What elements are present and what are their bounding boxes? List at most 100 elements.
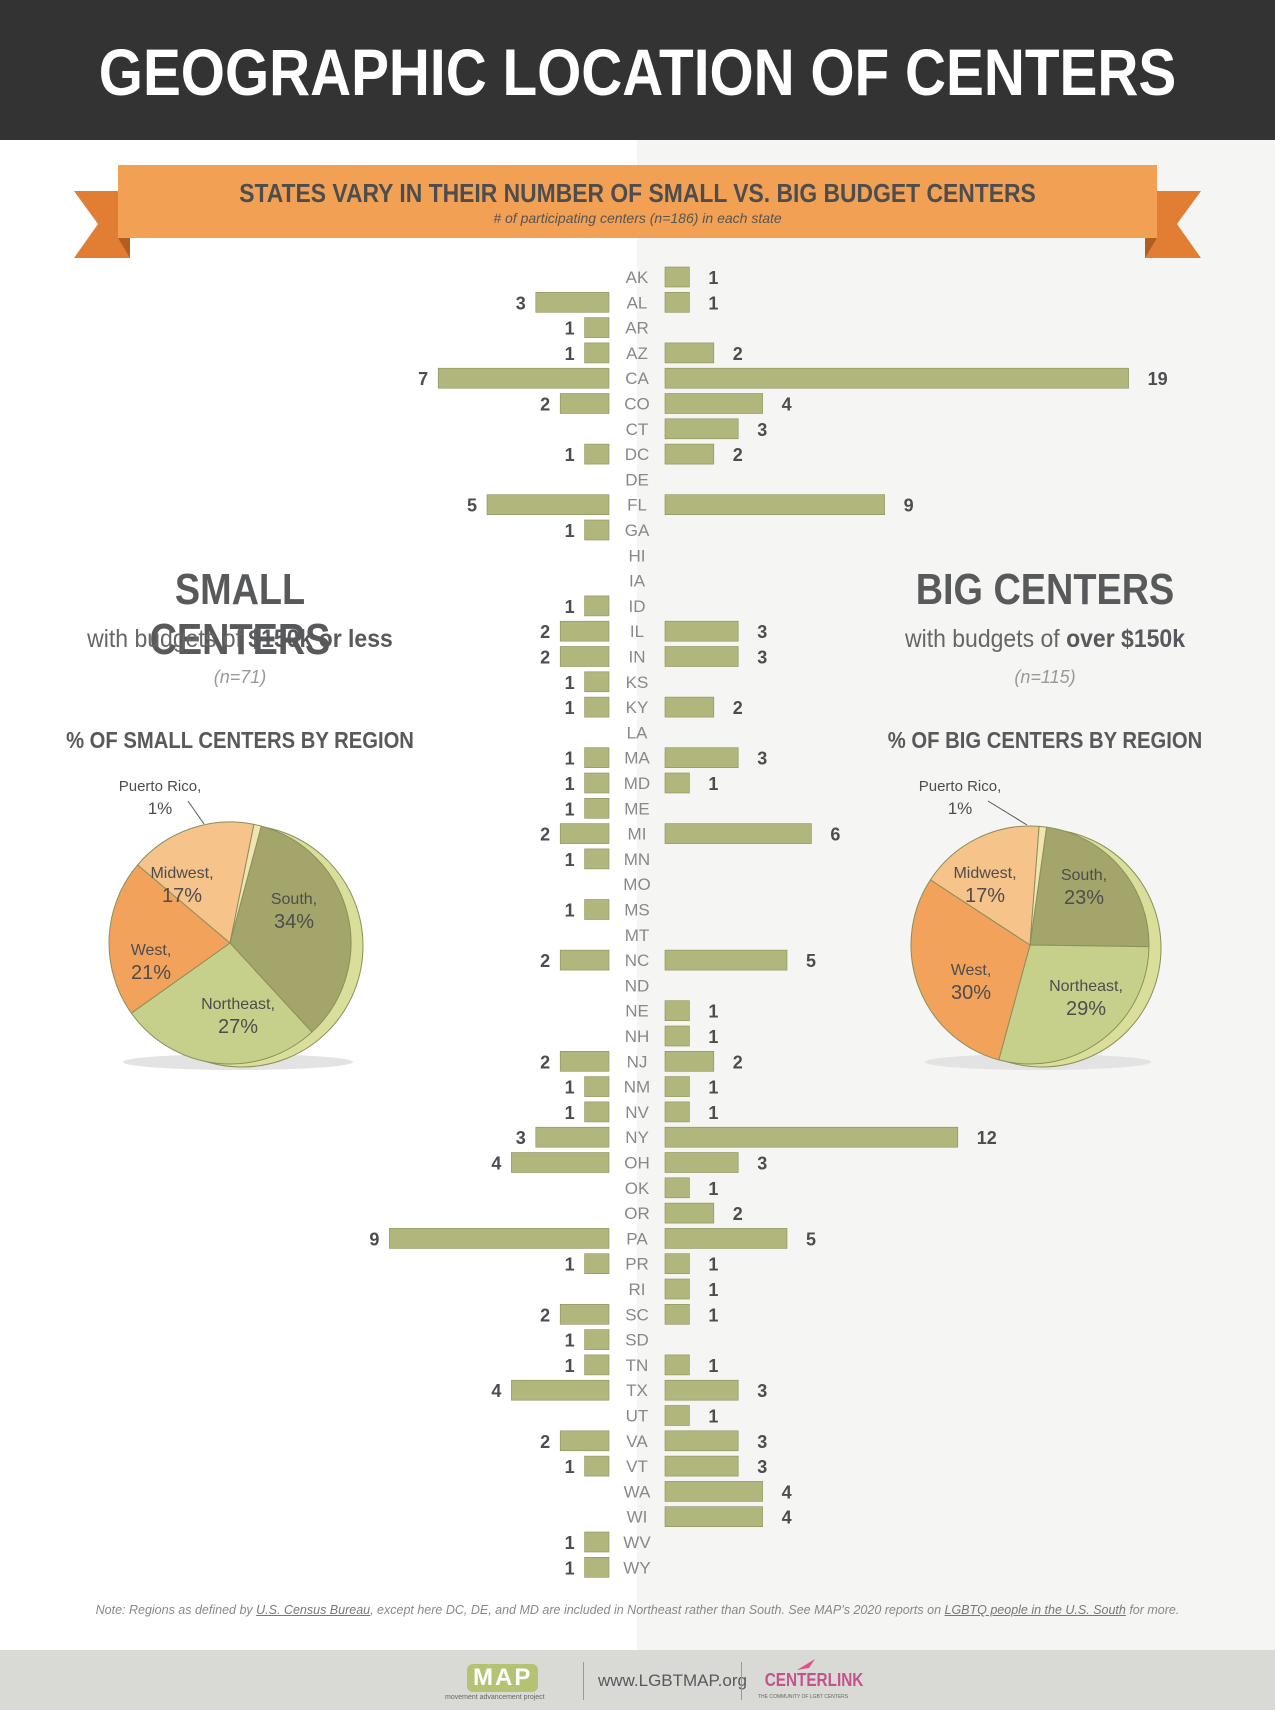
big-bar (664, 696, 715, 718)
pie-slice (929, 825, 1040, 946)
state-label: IL (630, 622, 644, 641)
big-bar (664, 1152, 739, 1173)
state-label: TN (626, 1356, 649, 1375)
small-bar (559, 823, 610, 844)
footer (0, 1650, 1275, 1710)
state-label: MI (628, 825, 647, 844)
state-label: MT (625, 926, 650, 945)
small-bar (584, 317, 610, 338)
small-bar (584, 696, 610, 718)
centerlink-flag-icon (797, 1659, 815, 1670)
south-report-link[interactable]: LGBTQ people in the U.S. South (944, 1603, 1126, 1617)
big-bar (664, 1304, 690, 1325)
state-label: KS (626, 673, 649, 692)
small-bar-value: 1 (565, 597, 575, 617)
banner-subtitle: # of participating centers (n=186) in ea… (493, 210, 782, 226)
small-subtitle-bold: $150k or less (248, 625, 393, 653)
small-bar (559, 620, 610, 642)
big-bar-value: 3 (757, 1381, 767, 1401)
state-label: CO (624, 395, 650, 414)
big-bar-value: 4 (782, 395, 792, 415)
big-bar-value: 2 (733, 1052, 743, 1072)
big-bar (664, 443, 715, 465)
state-label: NJ (627, 1052, 648, 1071)
state-label: SC (625, 1305, 649, 1324)
footer-url-link[interactable]: www.LGBTMAP.org (598, 1671, 747, 1690)
state-label: GA (625, 521, 650, 540)
state-label: HI (629, 546, 646, 565)
small-bar-value: 1 (565, 774, 575, 794)
centerlink-logo[interactable]: CENTERLINK (764, 1670, 864, 1690)
big-bar (664, 646, 739, 667)
big-bar-value: 2 (733, 344, 743, 364)
note-text-end: for more. (1125, 1603, 1180, 1617)
big-centers-n: (n=115) (1014, 667, 1076, 687)
big-bar (664, 823, 812, 844)
page-title: GEOGRAPHIC LOCATION OF CENTERS (98, 35, 1177, 109)
pie-slice-value: 27% (218, 1016, 258, 1038)
pie-slice-label: South, (1061, 867, 1107, 884)
small-bar (584, 519, 610, 541)
state-label: NC (625, 951, 650, 970)
small-bar-value: 1 (565, 1356, 575, 1376)
state-label: DC (625, 445, 650, 464)
small-bar-value: 1 (565, 1533, 575, 1553)
big-bar (664, 620, 739, 642)
pie-callout-value: 1% (948, 799, 973, 818)
big-bar (664, 1354, 690, 1376)
small-bar (584, 772, 610, 794)
small-bar (584, 1329, 610, 1350)
big-bar (664, 367, 1129, 389)
big-bar (664, 291, 690, 313)
small-bar (584, 899, 610, 920)
big-bar-value: 1 (708, 1002, 718, 1022)
big-bar-value: 4 (782, 1508, 792, 1528)
big-bar (664, 747, 739, 769)
big-bar-value: 9 (904, 496, 914, 516)
pie-slice (108, 864, 231, 1014)
footnote: Note: Regions as defined by U.S. Census … (0, 1603, 1275, 1617)
census-link[interactable]: U.S. Census Bureau (256, 1603, 371, 1617)
small-bar (486, 494, 610, 516)
small-bar-value: 1 (565, 698, 575, 718)
small-bar-value: 1 (565, 901, 575, 921)
pie-callout-value: 1% (148, 799, 173, 818)
map-logo[interactable]: MAP (467, 1664, 539, 1692)
small-bar-value: 1 (565, 1331, 575, 1351)
big-bar (664, 1253, 690, 1274)
big-bar (664, 1506, 763, 1527)
big-bar-value: 5 (806, 951, 816, 971)
state-label: LA (627, 723, 648, 742)
pie-slice-label: Midwest, (150, 865, 213, 882)
small-bar-value: 4 (491, 1381, 501, 1401)
state-label: VA (626, 1432, 648, 1451)
pie-slice-label: Midwest, (953, 865, 1016, 882)
big-bar (664, 1051, 715, 1072)
small-bar (584, 1253, 610, 1274)
pie-slice-value: 29% (1066, 998, 1106, 1020)
big-bar (664, 1278, 690, 1300)
state-label: WI (627, 1508, 648, 1527)
state-label: KY (626, 698, 649, 717)
big-bar (664, 1455, 739, 1477)
big-bar-value: 1 (708, 1103, 718, 1123)
pie-slice-value: 17% (162, 885, 202, 907)
small-bar-value: 1 (565, 799, 575, 819)
pie-callout-line (987, 800, 1028, 826)
small-bar (584, 443, 610, 465)
pie-slice (1029, 825, 1048, 946)
big-centers-subtitle: with budgets of over $150k (861, 625, 1229, 654)
small-bar (559, 1051, 610, 1072)
state-label: MN (624, 850, 650, 869)
banner-title: STATES VARY IN THEIR NUMBER OF SMALL VS.… (239, 178, 1036, 208)
small-bar-value: 2 (540, 648, 550, 668)
banner-ribbon (74, 165, 1201, 258)
big-bar-value: 12 (977, 1128, 997, 1148)
small-bar-value: 2 (540, 1052, 550, 1072)
big-bar-value: 1 (708, 1027, 718, 1047)
pie-slice (1029, 826, 1150, 948)
pie-callout-label: Puerto Rico, (119, 778, 202, 795)
small-bar-value: 4 (491, 1154, 501, 1174)
pie-slice-label: Northeast, (1049, 978, 1123, 995)
